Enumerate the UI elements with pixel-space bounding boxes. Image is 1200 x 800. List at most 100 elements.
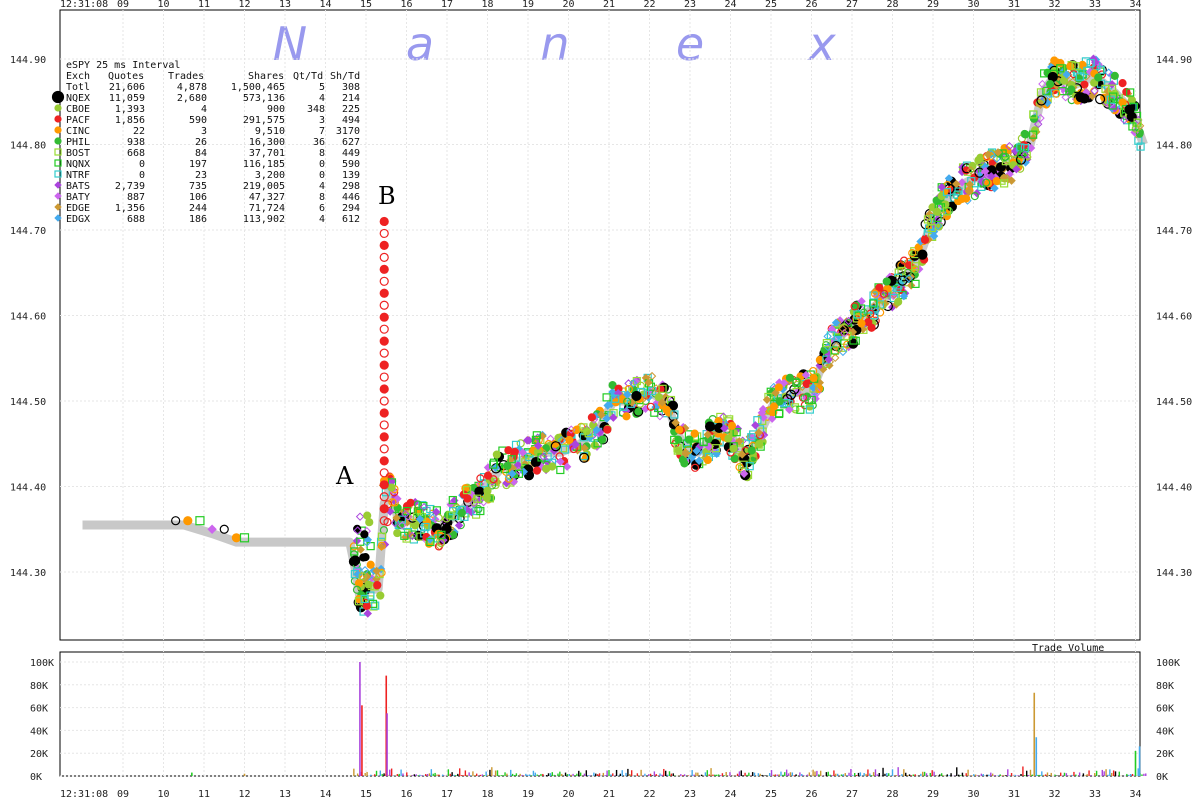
marker-cboe	[554, 433, 563, 442]
table-cell-trades: 735	[189, 181, 207, 192]
table-cell-qt: 8	[319, 192, 325, 203]
marker-bost	[1107, 84, 1117, 93]
marker-bats	[1012, 165, 1021, 174]
marker-baty	[562, 462, 572, 471]
marker-ntrf	[747, 433, 756, 442]
table-cell-quotes: 668	[127, 148, 145, 159]
marker-edge	[54, 203, 62, 211]
marker-cinc	[1066, 62, 1075, 71]
x-tick-label-bottom: 27	[846, 789, 858, 800]
volume-tick-label-right: 80K	[1156, 681, 1174, 692]
x-tick-label-bottom: 30	[967, 789, 979, 800]
marker-phil	[503, 461, 512, 471]
marker-edgx	[929, 231, 939, 241]
marker-pacf	[379, 264, 389, 274]
x-tick-label-top: 23	[684, 0, 696, 10]
trade-quote-markers	[171, 54, 1145, 618]
marker-edge	[651, 384, 661, 393]
marker-pacf	[379, 300, 389, 310]
marker-pacf	[802, 379, 811, 389]
x-tick-label-top: 32	[1048, 0, 1060, 10]
x-tick-label-top: 31	[1008, 0, 1020, 10]
marker-cboe	[548, 462, 557, 471]
marker-edgx	[415, 514, 425, 524]
axes-labels: 12:31:08 12:31:08 09 09 10 10 11 11 12 12 13 13 14 14…	[10, 0, 1192, 800]
x-tick-label-top: 29	[927, 0, 939, 10]
marker-cinc	[992, 177, 1001, 186]
marker-bost	[942, 207, 951, 216]
table-cell-exch: PACF	[66, 115, 90, 126]
marker-bost	[473, 494, 482, 503]
x-tick-label-top: 34	[1129, 0, 1141, 10]
marker-bost	[1029, 110, 1038, 119]
volume-tick-label-right: 40K	[1156, 726, 1174, 737]
table-header: Qt/Td	[293, 71, 323, 82]
marker-pacf	[379, 432, 389, 442]
marker-edgx	[629, 379, 638, 388]
marker-nqex	[550, 441, 561, 452]
marker-baty	[801, 370, 811, 380]
marker-bats	[1119, 115, 1129, 125]
table-cell-sh: 214	[342, 93, 360, 104]
x-tick-label-bottom: 09	[117, 789, 129, 800]
table-cell-qt: 7	[319, 126, 325, 137]
table-cell-exch: NTRF	[66, 170, 90, 181]
marker-pacf	[379, 396, 389, 406]
marker-pacf	[379, 240, 389, 250]
x-tick-label-bottom: 25	[765, 789, 777, 800]
marker-nqnx	[1109, 92, 1118, 101]
table-cell-exch: BOST	[66, 148, 90, 159]
marker-phil	[352, 585, 362, 594]
x-tick-label-top: 17	[441, 0, 453, 10]
marker-phil	[1029, 114, 1039, 123]
marker-bost	[354, 597, 364, 606]
marker-nqex	[407, 512, 418, 523]
marker-bost	[673, 446, 682, 455]
marker-cboe	[492, 450, 501, 459]
x-tick-label-bottom: 24	[724, 789, 736, 800]
marker-cinc	[914, 243, 923, 252]
marker-cboe	[975, 158, 984, 167]
table-cell-trades: 2,680	[177, 93, 207, 104]
marker-baty	[54, 192, 62, 200]
marker-bats	[419, 502, 429, 512]
marker-cboe	[654, 393, 663, 402]
marker-bost	[1001, 157, 1011, 166]
marker-baty	[1061, 93, 1070, 102]
volume-tick-label-left: 60K	[30, 704, 48, 715]
table-cell-qt: 6	[319, 203, 325, 214]
marker-bats	[432, 507, 441, 517]
marker-cboe	[364, 580, 373, 589]
marker-edgx	[362, 538, 372, 547]
table-cell-shares: 47,327	[249, 192, 285, 203]
marker-cboe	[1090, 78, 1099, 87]
marker-cboe	[376, 591, 385, 600]
marker-pacf	[690, 463, 700, 472]
x-tick-label-bottom: 22	[643, 789, 655, 800]
marker-ntrf	[1086, 58, 1095, 68]
marker-pacf	[54, 115, 62, 123]
marker-pacf	[587, 413, 596, 422]
marker-bats	[571, 440, 580, 449]
marker-ntrf	[360, 594, 369, 604]
table-cell-sh: 3170	[336, 126, 360, 137]
annotation-b: B	[378, 182, 396, 210]
x-tick-label-bottom: 34	[1129, 789, 1141, 800]
marker-nqex	[1124, 104, 1135, 115]
volume-title: Trade Volume	[1032, 643, 1104, 654]
marker-baty	[785, 405, 794, 414]
marker-bost	[911, 262, 920, 271]
marker-pacf	[379, 288, 389, 298]
marker-bats	[363, 609, 372, 618]
marker-pacf	[379, 324, 389, 334]
table-cell-sh: 139	[342, 170, 360, 181]
x-tick-label-bottom: 23	[684, 789, 696, 800]
marker-edgx	[831, 318, 841, 328]
y-tick-label-right: 144.80	[1156, 141, 1192, 152]
marker-phil	[1067, 85, 1076, 94]
marker-ntrf	[611, 394, 620, 403]
marker-pacf	[373, 580, 382, 590]
x-tick-label-bottom: 12	[238, 789, 250, 800]
marker-ntrf	[371, 601, 380, 610]
marker-baty	[758, 404, 768, 414]
